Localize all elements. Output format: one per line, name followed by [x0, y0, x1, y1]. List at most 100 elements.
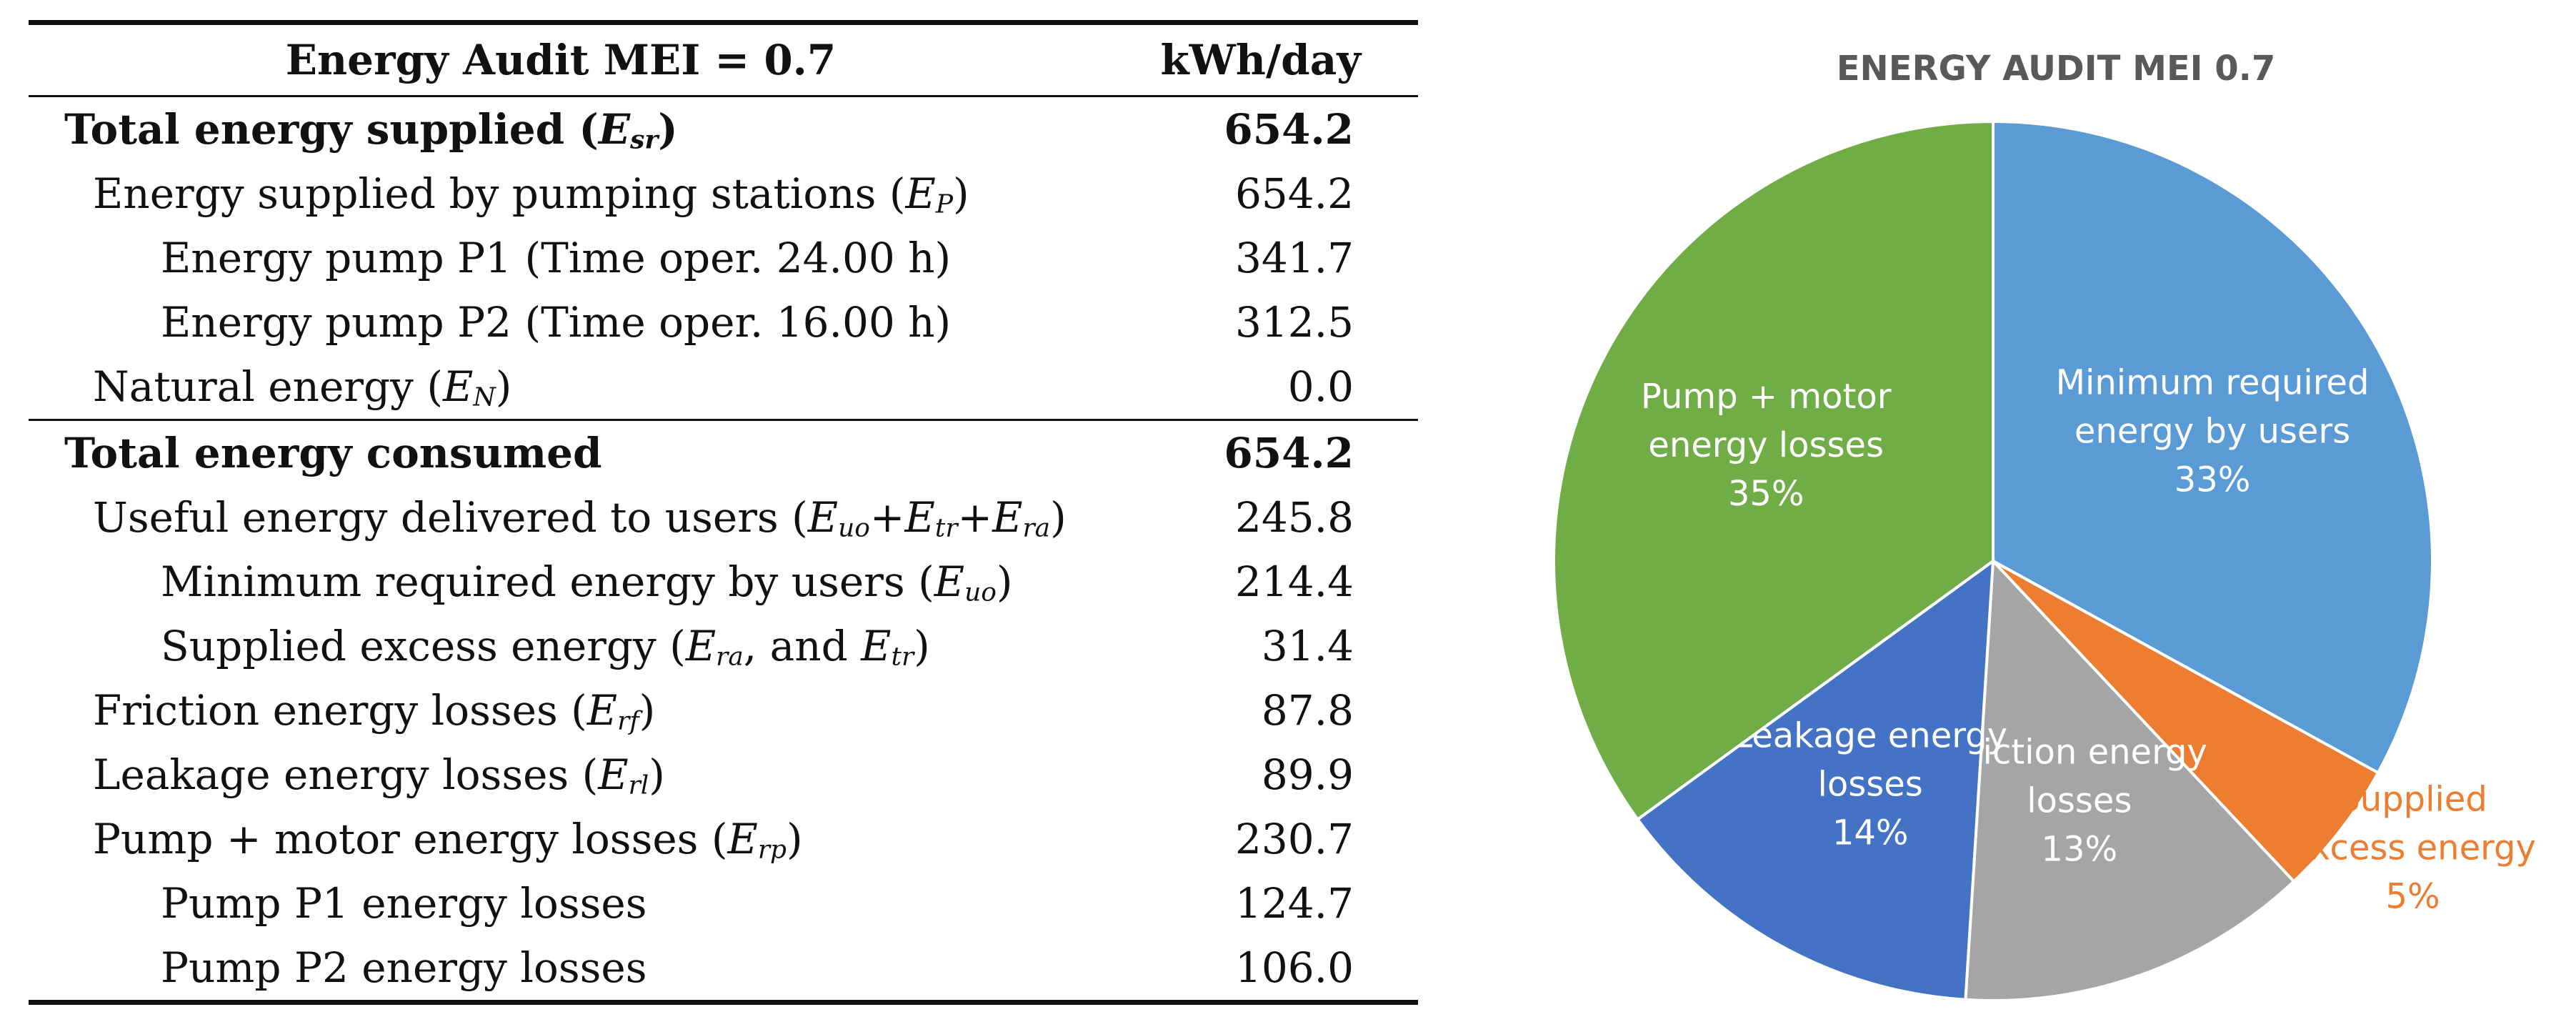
- row-label-text: Energy pump P1 (Time oper. 24.00 h): [161, 234, 952, 282]
- slice-label: Supplied excess energy 5%: [2290, 779, 2536, 916]
- row-label-text: Minimum required energy by users (: [161, 557, 934, 606]
- row-label-end: ): [495, 362, 512, 411]
- slice-label-line: 14%: [1832, 813, 1909, 853]
- row-label: Minimum required energy by users (Euo): [161, 550, 1013, 625]
- table-header: Energy Audit MEI = 0.7 kWh/day: [29, 25, 1418, 95]
- energy-audit-table: Energy Audit MEI = 0.7 kWh/day Total ene…: [29, 20, 1418, 1005]
- row-label: Total energy supplied (Esr): [64, 97, 678, 172]
- bottom-rule: [29, 1000, 1418, 1005]
- row-symbol: E: [598, 750, 629, 799]
- row-value: 87.8: [1261, 686, 1354, 735]
- row-label: Natural energy (EN): [93, 354, 511, 430]
- row-symbol: E: [727, 815, 758, 863]
- row-label-text: Total energy supplied (: [64, 105, 599, 154]
- row-symbol: E: [598, 105, 631, 154]
- slice-label-line: Pump + motor: [1641, 377, 1892, 417]
- row-label: Total energy consumed: [64, 421, 602, 485]
- row-label-text: Useful energy delivered to users (: [93, 493, 808, 542]
- row-label-end: ): [787, 815, 803, 863]
- slice-label: Pump + motor energy losses 35%: [1641, 377, 1892, 514]
- row-symbol-subscript: rl: [628, 770, 649, 800]
- row-symbol-subscript: P: [935, 189, 954, 219]
- row-value: 214.4: [1234, 557, 1354, 606]
- slice-label-line: 33%: [2175, 460, 2251, 500]
- table-row: Energy pump P2 (Time oper. 16.00 h) 312.5: [29, 290, 1418, 354]
- slice-label-line: 13%: [2041, 830, 2117, 870]
- row-value: 31.4: [1261, 622, 1354, 670]
- slice-label-line: 5%: [2385, 876, 2440, 916]
- slice-label-line: Leakage energy: [1733, 716, 2007, 756]
- row-symbol: E: [934, 557, 965, 606]
- row-value: 654.2: [1234, 169, 1354, 218]
- chart-title: ENERGY AUDIT MEI 0.7: [1836, 49, 2276, 89]
- pie-svg: Minimum required energy by users 33% Suppli…: [1552, 119, 2536, 1003]
- row-formula: Era, and Etr: [685, 622, 914, 672]
- row-value: 106.0: [1234, 943, 1354, 992]
- pie-slice: [1992, 560, 2380, 884]
- row-formula: Euo+Etr+Era: [807, 493, 1051, 543]
- row-value: 230.7: [1234, 815, 1354, 863]
- row-label: Pump + motor energy losses (Erp): [93, 807, 803, 882]
- row-label: Energy pump P2 (Time oper. 16.00 h): [161, 290, 951, 354]
- row-value: 341.7: [1234, 234, 1354, 282]
- slice-label-line: losses: [1818, 765, 1923, 805]
- pie-slice: [1992, 119, 2435, 775]
- table-row: Useful energy delivered to users (Euo+Et…: [29, 485, 1418, 550]
- row-label-text: Energy pump P2 (Time oper. 16.00 h): [161, 298, 952, 347]
- row-label-end: ): [953, 169, 969, 218]
- row-value: 89.9: [1261, 750, 1354, 799]
- row-symbol-subscript: uo: [964, 577, 997, 607]
- table-row: Pump + motor energy losses (Erp) 230.7: [29, 807, 1418, 871]
- slice-label-line: energy losses: [1648, 425, 1884, 465]
- table-row: Energy pump P1 (Time oper. 24.00 h) 341.7: [29, 226, 1418, 290]
- row-label-end: ): [658, 105, 678, 154]
- slice-label-line: excess energy: [2290, 828, 2536, 868]
- row-symbol-subscript: rp: [757, 835, 787, 865]
- table-row: Minimum required energy by users (Euo) 21…: [29, 550, 1418, 614]
- header-rule: [29, 95, 1418, 97]
- row-label-end: ): [639, 686, 656, 735]
- row-label-text: Energy supplied by pumping stations (: [93, 169, 906, 218]
- table-row: Supplied excess energy (Era, and Etr) 31.…: [29, 614, 1418, 678]
- row-symbol-subscript: N: [473, 382, 496, 412]
- table-body: Total energy supplied (Esr) 654.2 Energy s…: [29, 97, 1418, 1000]
- row-symbol-subscript: sr: [630, 124, 659, 155]
- row-label-text: Natural energy (: [93, 362, 443, 411]
- row-symbol-subscript: rf: [617, 706, 639, 736]
- row-label: Pump P2 energy losses: [161, 936, 647, 1000]
- row-label-text: Total energy consumed: [64, 429, 602, 477]
- table-row: Pump P1 energy losses 124.7: [29, 871, 1418, 936]
- slice-label-line: 35%: [1728, 474, 1804, 514]
- pie-slice: [1635, 557, 1995, 1001]
- top-rule: [29, 20, 1418, 25]
- row-label-text: Pump + motor energy losses (: [93, 815, 728, 863]
- row-value: 654.2: [1224, 429, 1354, 477]
- row-label: Energy pump P1 (Time oper. 24.00 h): [161, 226, 951, 290]
- row-value: 0.0: [1287, 362, 1354, 411]
- row-label: Supplied excess energy (Era, and Etr): [161, 614, 930, 689]
- row-label-text: Pump P2 energy losses: [161, 943, 647, 992]
- pie-slice: [1964, 557, 2296, 1003]
- row-value: 245.8: [1234, 493, 1354, 542]
- row-symbol: E: [586, 686, 618, 735]
- slice-label: Minimum required energy by users 33%: [2056, 362, 2370, 500]
- table-row: Natural energy (EN) 0.0: [29, 354, 1418, 419]
- slice-label: Leakage energy losses 14%: [1733, 716, 2007, 853]
- header-unit: kWh/day: [1160, 36, 1361, 84]
- pie-slice: [1552, 119, 1995, 822]
- row-value: 312.5: [1234, 298, 1354, 347]
- slice-label-line: Supplied: [2338, 779, 2487, 819]
- row-label-text: Friction energy losses (: [93, 686, 587, 735]
- header-label: Energy Audit MEI = 0.7: [285, 36, 837, 84]
- table-row: Leakage energy losses (Erl) 89.9: [29, 743, 1418, 807]
- row-label-end: ): [649, 750, 665, 799]
- row-label: Useful energy delivered to users (Euo+Et…: [93, 485, 1067, 560]
- row-value: 124.7: [1234, 879, 1354, 928]
- row-symbol: E: [905, 169, 936, 218]
- row-symbol: E: [442, 362, 474, 411]
- row-label-end: ): [996, 557, 1013, 606]
- table-row: Pump P2 energy losses 106.0: [29, 936, 1418, 1000]
- row-label-text: Supplied excess energy (: [161, 622, 686, 670]
- slice-label-line: Friction energy: [1952, 733, 2207, 773]
- row-label: Leakage energy losses (Erl): [93, 743, 665, 818]
